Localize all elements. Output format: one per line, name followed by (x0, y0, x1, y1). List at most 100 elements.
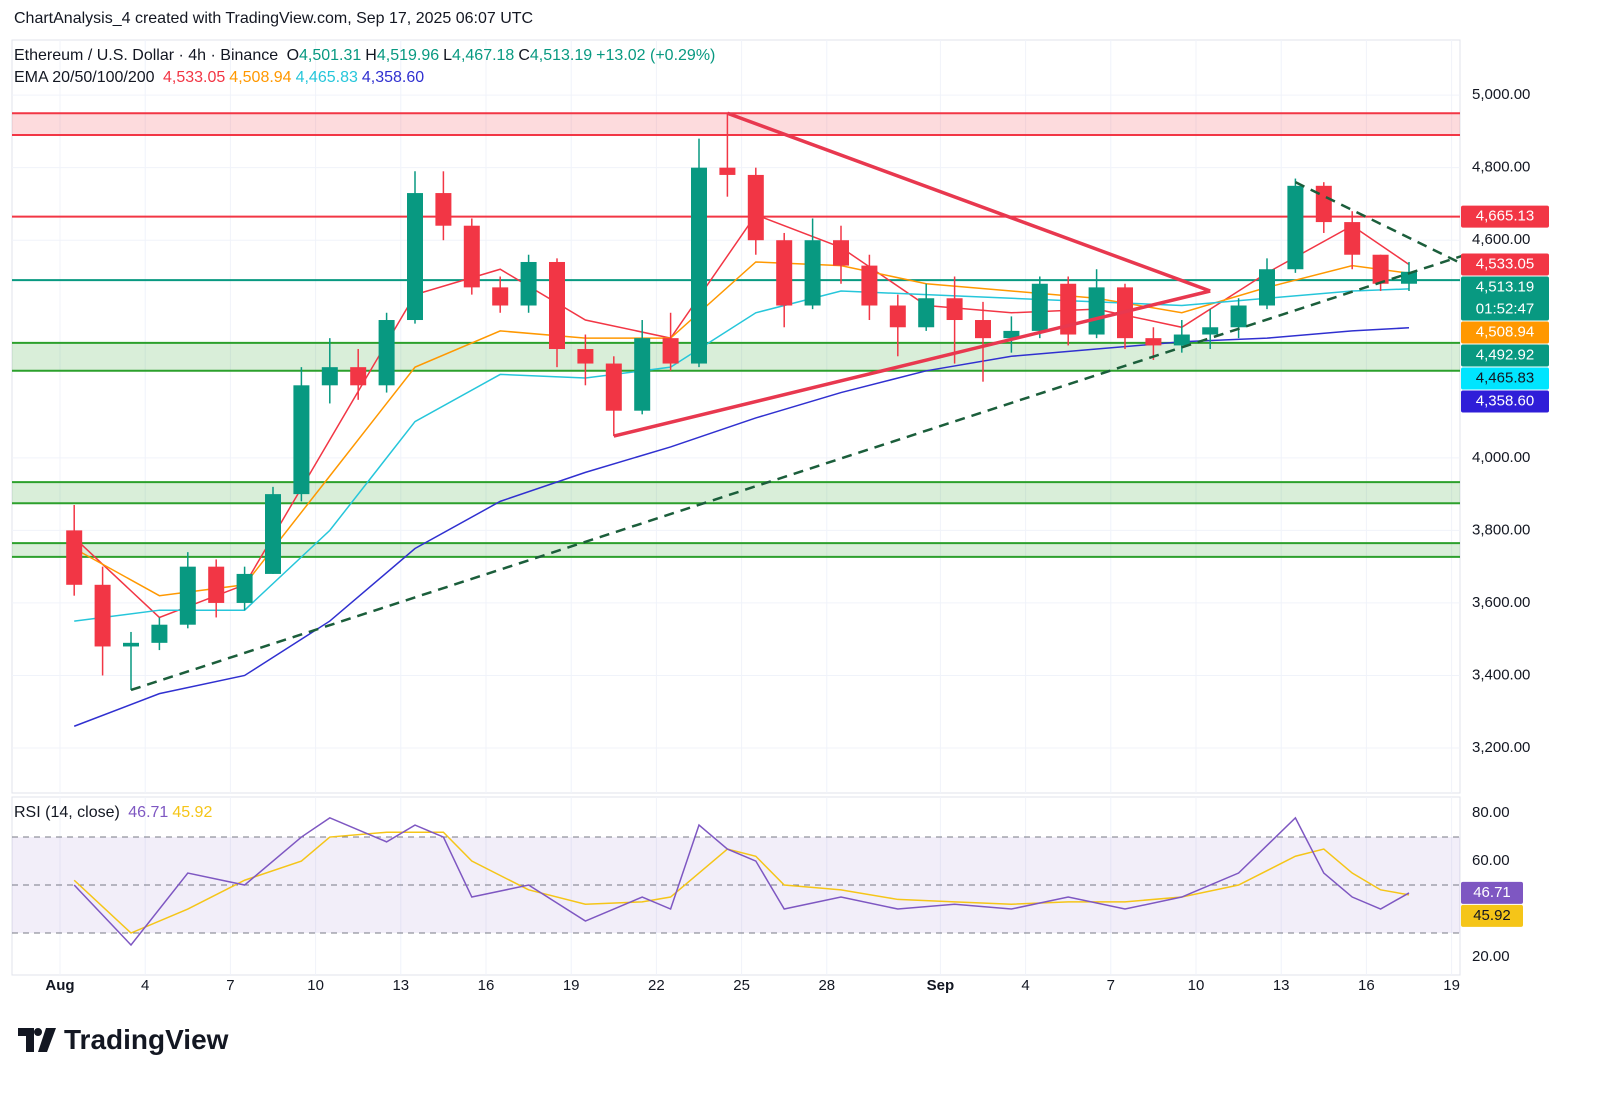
zone (12, 342, 1460, 371)
candle-body (1287, 185, 1304, 270)
candle-body (1088, 287, 1105, 335)
price-pane (11, 39, 1461, 794)
candle-body (293, 385, 310, 495)
x-tick-label: 10 (307, 977, 324, 994)
candle-body (94, 584, 111, 647)
candle-body (1145, 338, 1162, 346)
rsi-legend: RSI (14, close) 46.71 45.92 (14, 804, 216, 822)
candle-body (918, 298, 935, 328)
candle-body (236, 573, 253, 603)
symbol-legend: Ethereum / U.S. Dollar · 4h · Binance O4… (14, 47, 719, 65)
price-tag (1461, 276, 1549, 321)
ema-value: 4,508.94 (229, 69, 292, 86)
tradingview-logo: TradingView (18, 1024, 228, 1056)
candle-body (1401, 271, 1417, 284)
ema-line (73, 261, 1410, 597)
logo-icon (18, 1028, 56, 1052)
created-line: ChartAnalysis_4 created with TradingView… (14, 10, 534, 27)
ema-line (74, 288, 1410, 622)
trendline (130, 253, 1467, 692)
candle-body (350, 367, 367, 386)
zone (12, 543, 1460, 557)
candle-body (691, 167, 707, 364)
candle-body (1230, 305, 1247, 328)
x-tick-label: 16 (1358, 977, 1375, 994)
rsi-value: 45.92 (172, 804, 213, 821)
candle-body (1003, 330, 1020, 339)
y-tick-label: 80.00 (1472, 804, 1510, 821)
ohlc-value: 4,519.96 (376, 47, 440, 64)
price-tag-label: 4,533.05 (1476, 255, 1534, 272)
rsi-tag (1461, 881, 1523, 904)
candle-body (407, 193, 423, 321)
candle-body (1372, 254, 1389, 284)
rsi-pane (11, 796, 1461, 976)
candle-body (605, 363, 622, 411)
price-tag (1461, 390, 1549, 413)
candle-body (520, 261, 537, 306)
candle-body (1344, 222, 1361, 255)
rsi-value: 46.71 (128, 804, 169, 821)
trendline (613, 289, 1211, 438)
candle-body (804, 240, 821, 306)
candle-body (577, 349, 594, 364)
candle-body (833, 240, 849, 266)
candle-body (549, 261, 565, 350)
ohlc-value: 4,513.19 (529, 47, 593, 64)
trendline (1294, 181, 1467, 267)
rsi-tag (1461, 904, 1523, 927)
candle-body (265, 494, 281, 574)
y-tick-label: 3,200.00 (1472, 739, 1530, 756)
candle-body (776, 240, 793, 306)
candle-body (1031, 283, 1048, 331)
price-tag-label: 4,358.60 (1476, 392, 1534, 409)
price-tag-label: 4,492.92 (1476, 346, 1534, 363)
candle-body (1060, 283, 1077, 335)
ema-legend: EMA 20/50/100/200 4,533.05 4,508.94 4,465.… (14, 69, 428, 87)
candle-body (975, 320, 991, 339)
candle-body (946, 298, 963, 321)
ema-value: 4,358.60 (361, 69, 425, 86)
y-tick-label: 3,600.00 (1472, 594, 1530, 611)
candle-body (208, 566, 225, 603)
x-tick-label: 28 (818, 977, 835, 994)
rsi-line (73, 816, 1410, 947)
price-tag-label: 4,513.19 (1476, 278, 1534, 295)
y-tick-label: 5,000.00 (1472, 86, 1530, 103)
x-tick-label: Sep (927, 977, 955, 994)
rsi-tag-label: 45.92 (1473, 907, 1511, 924)
candle-body (1259, 269, 1275, 306)
candle-body (889, 305, 906, 328)
candle-body (321, 367, 338, 386)
trendline (726, 111, 1211, 293)
candle-body (179, 566, 196, 625)
ohlc-key: C (518, 47, 530, 64)
candle-body (435, 193, 452, 226)
ema-label: EMA 20/50/100/200 (14, 69, 155, 86)
price-tag (1461, 205, 1549, 228)
candle-body (123, 642, 139, 647)
price-tag-label: 4,665.13 (1476, 208, 1534, 225)
symbol: Ethereum / U.S. Dollar · 4h · Binance (14, 47, 279, 64)
x-tick-label: 19 (563, 977, 580, 994)
candle-body (1315, 185, 1332, 223)
y-tick-label: 4,000.00 (1472, 449, 1530, 466)
x-tick-label: 4 (141, 977, 149, 994)
x-tick-label: Aug (45, 977, 74, 994)
candle-body (662, 338, 679, 364)
y-tick-label: 4,600.00 (1472, 231, 1530, 248)
price-tag (1461, 253, 1549, 276)
candle-body (861, 265, 878, 306)
candle-body (747, 174, 764, 241)
y-tick-label: 60.00 (1472, 852, 1510, 869)
price-tag-label: 4,465.83 (1476, 369, 1534, 386)
y-tick-label: 3,400.00 (1472, 666, 1530, 683)
ohlc-value: 4,467.18 (452, 47, 515, 64)
ohlc-key: L (443, 47, 453, 64)
ohlc-value: 4,501.31 (299, 47, 362, 64)
ema-value: 4,533.05 (163, 69, 226, 86)
candle-body (463, 225, 480, 288)
rsi-tag-label: 46.71 (1473, 884, 1511, 901)
x-tick-label: 19 (1443, 977, 1460, 994)
